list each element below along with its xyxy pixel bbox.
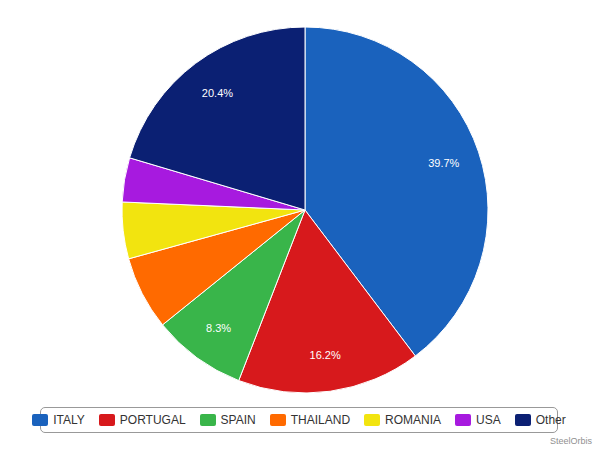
html-text:SPAIN: SPAIN — [220, 413, 256, 427]
svg-text:8.3%: 8.3% — [206, 322, 231, 334]
svg-text:16.2%: 16.2% — [310, 349, 341, 361]
html-text:SteelOrbis: SteelOrbis — [550, 436, 592, 446]
html-text:USA: USA — [476, 413, 501, 427]
html-text:Other: Other — [535, 413, 566, 427]
svg-text:39.7%: 39.7% — [428, 157, 459, 169]
html-text:THAILAND: THAILAND — [290, 413, 351, 427]
html-text:PORTUGAL: PORTUGAL — [119, 413, 186, 427]
html-text:ROMANIA: ROMANIA — [385, 413, 442, 427]
html-text:ITALY: ITALY — [53, 413, 85, 427]
svg-text:20.4%: 20.4% — [202, 87, 233, 99]
